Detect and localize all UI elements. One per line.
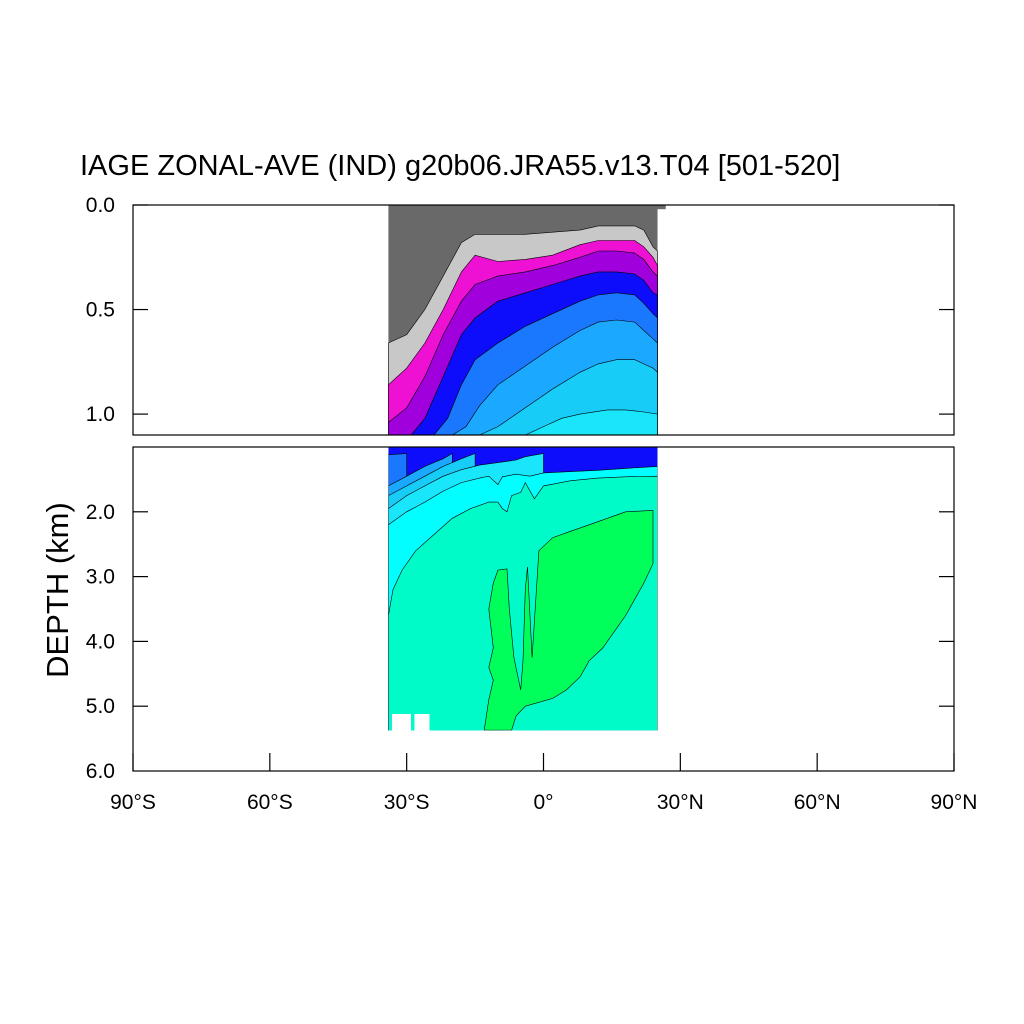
x-tick-label: 60°S (247, 791, 293, 814)
y-tick-label: 4.0 (86, 630, 115, 653)
contour-fill-level-9 (388, 409, 658, 435)
y-tick-label: 5.0 (86, 695, 115, 718)
lower-data-region (388, 447, 658, 731)
contour-fill-level-1-edge (657, 205, 666, 210)
y-tick-label: 1.0 (86, 403, 115, 426)
x-tick-label: 30°S (384, 791, 430, 814)
y-tick-label: 3.0 (86, 566, 115, 589)
y-tick-label: 2.0 (86, 501, 115, 524)
x-tick-label: 90°N (931, 791, 978, 814)
x-tick-label: 0° (533, 791, 553, 814)
x-tick-label: 90°S (110, 791, 156, 814)
y-tick-label: 0.0 (86, 194, 115, 217)
y-tick-label: 0.5 (86, 299, 115, 322)
x-tick-label: 30°N (657, 791, 704, 814)
upper-panel-frame (132, 204, 955, 436)
contour-fill-level-12 (483, 510, 654, 731)
x-tick-label: 60°N (794, 791, 841, 814)
y-tick-label: 6.0 (86, 760, 115, 783)
chart-title: IAGE ZONAL-AVE (IND) g20b06.JRA55.v13.T0… (80, 150, 841, 182)
